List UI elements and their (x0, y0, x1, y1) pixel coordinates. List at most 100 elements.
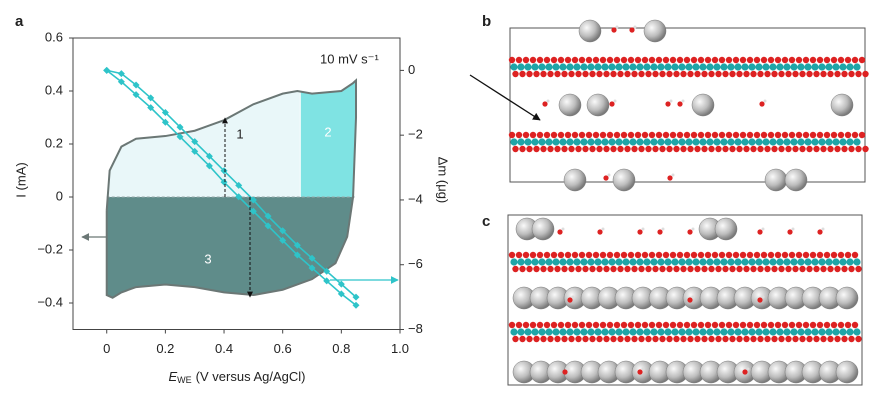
o-atom (666, 145, 673, 153)
o-atom (844, 131, 852, 139)
o-atom (827, 265, 834, 273)
o-atom (512, 335, 519, 343)
o-atom (529, 56, 537, 64)
o-atom (781, 321, 789, 329)
o-atom (809, 251, 817, 259)
o-atom (722, 145, 729, 153)
x-label-text: (V versus Ag/AgCl) (196, 369, 306, 384)
ti-atom (720, 138, 728, 146)
o-atom (750, 70, 757, 78)
ti-atom (538, 258, 546, 266)
ti-atom (664, 328, 672, 336)
o-atom (757, 145, 764, 153)
o-atom (578, 251, 586, 259)
o-atom (680, 145, 687, 153)
o-atom (837, 321, 845, 329)
o-atom (855, 70, 862, 78)
o-atom (519, 265, 526, 273)
o-atom (736, 70, 743, 78)
o-atom (547, 335, 554, 343)
o-atom (641, 56, 649, 64)
o-atom (596, 265, 603, 273)
o-atom (767, 321, 775, 329)
mass-marker (176, 133, 184, 141)
o-atom (813, 145, 820, 153)
o-atom (820, 335, 827, 343)
ti-atom (580, 258, 588, 266)
o-atom (526, 145, 533, 153)
o-atom (830, 321, 838, 329)
ti-atom (706, 328, 714, 336)
o-atom (739, 131, 747, 139)
o-atom (676, 56, 684, 64)
ti-atom (531, 328, 539, 336)
o-atom (529, 131, 537, 139)
o-atom (620, 131, 628, 139)
o-atom (662, 131, 670, 139)
ti-atom (531, 138, 539, 146)
ti-atom (699, 63, 707, 71)
o-atom (701, 335, 708, 343)
mass-marker (220, 178, 228, 186)
o-atom (575, 335, 582, 343)
ti-atom (559, 328, 567, 336)
ti-atom (587, 63, 595, 71)
ti-atom (545, 258, 553, 266)
o-atom (802, 321, 810, 329)
o-atom (848, 145, 855, 153)
o-atom (725, 251, 733, 259)
ti-atom (517, 258, 525, 266)
water-o (637, 229, 643, 235)
ti-atom (559, 63, 567, 71)
x-tick-label: 0.8 (332, 341, 350, 356)
ti-atom (755, 328, 763, 336)
o-atom (778, 70, 785, 78)
o-atom (795, 131, 803, 139)
o-atom (711, 56, 719, 64)
ti-atom (720, 258, 728, 266)
ti-atom (804, 328, 812, 336)
o-atom (603, 70, 610, 78)
o-atom (589, 335, 596, 343)
mass-marker (249, 196, 257, 204)
o-atom (837, 131, 845, 139)
o-atom (764, 145, 771, 153)
water-h (641, 367, 645, 371)
ti-atom (699, 328, 707, 336)
o-atom (841, 335, 848, 343)
ti-atom (601, 328, 609, 336)
o-atom (571, 131, 579, 139)
cell-box (509, 27, 866, 183)
o-atom (729, 335, 736, 343)
mass-marker (279, 227, 287, 235)
water-h (763, 99, 767, 103)
ti-atom (685, 258, 693, 266)
o-atom (715, 265, 722, 273)
water-o (665, 101, 671, 107)
o-atom (571, 321, 579, 329)
o-atom (820, 265, 827, 273)
o-atom (694, 335, 701, 343)
o-atom (638, 335, 645, 343)
ti-atom (510, 258, 518, 266)
ti-atom (629, 138, 637, 146)
mass-line (106, 69, 357, 306)
o-atom (848, 335, 855, 343)
y-tick-label: 0 (56, 188, 63, 203)
o-atom (673, 70, 680, 78)
ti-atom (678, 258, 686, 266)
ti-atom (587, 138, 595, 146)
mass-marker (279, 236, 287, 244)
o-atom (711, 131, 719, 139)
o-atom (536, 56, 544, 64)
o-atom (746, 131, 754, 139)
ti-atom (580, 328, 588, 336)
o-atom (711, 321, 719, 329)
water-h (681, 99, 685, 103)
o-atom (568, 335, 575, 343)
o-atom (718, 56, 726, 64)
o-atom (606, 131, 614, 139)
structure-panels (469, 19, 869, 386)
o-atom (753, 56, 761, 64)
x-label-subscript: WE (177, 375, 192, 385)
